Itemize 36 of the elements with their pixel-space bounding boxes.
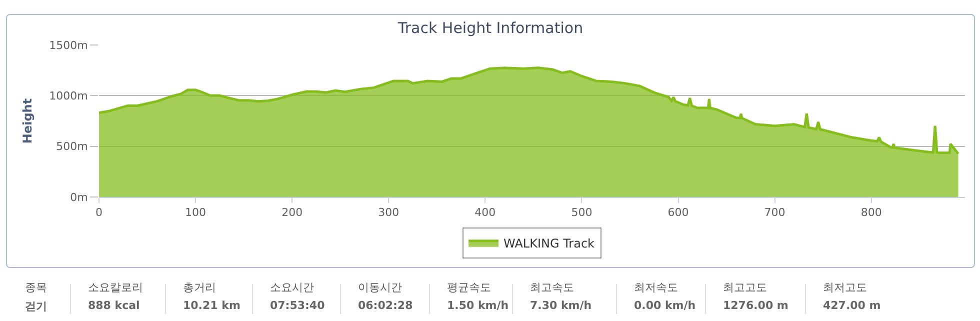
text: 07:53:40 <box>270 299 325 312</box>
x-tick-label: 0 <box>96 206 102 220</box>
text: 1.50 km/h <box>447 299 509 312</box>
text: 0.00 km/h <box>634 299 696 312</box>
text: 최저속도 <box>634 280 679 295</box>
text: 1276.00 m <box>723 299 788 312</box>
x-tick-label: 100 <box>185 206 206 220</box>
x-tick-label: 200 <box>282 206 303 220</box>
text: 최고고도 <box>723 280 768 295</box>
text: 427.00 m <box>823 299 881 312</box>
text: 이동시간 <box>358 280 403 295</box>
y-tick-label: 0m <box>70 190 88 204</box>
x-tick-label: 500 <box>571 206 592 220</box>
x-tick-label: 700 <box>764 206 786 220</box>
x-tick-label: 800 <box>860 206 882 220</box>
text: 걷기 <box>25 299 47 314</box>
y-tick-label: 1000m <box>49 90 88 103</box>
text: 최고속도 <box>530 280 575 295</box>
text: 평균속도 <box>447 280 492 295</box>
text: 소요시간 <box>270 280 315 295</box>
text: 총거리 <box>183 280 217 295</box>
text: 7.30 km/h <box>530 299 592 312</box>
y-axis-title: Height <box>20 98 34 144</box>
x-tick-label: 300 <box>378 206 400 220</box>
y-tick-label: 1500m <box>49 38 88 52</box>
text: 소요칼로리 <box>88 280 143 295</box>
text: 10.21 km <box>183 299 240 312</box>
text: 06:02:28 <box>358 299 413 312</box>
legend-label: WALKING Track <box>504 236 595 251</box>
text: 종목 <box>25 280 47 295</box>
text: 최저고도 <box>823 280 868 295</box>
text: 888 kcal <box>88 299 141 312</box>
y-tick-label: 500m <box>56 140 88 154</box>
x-tick-label: 600 <box>668 206 689 220</box>
chart-title: Track Height Information <box>396 19 584 38</box>
x-tick-label: 400 <box>474 206 496 220</box>
